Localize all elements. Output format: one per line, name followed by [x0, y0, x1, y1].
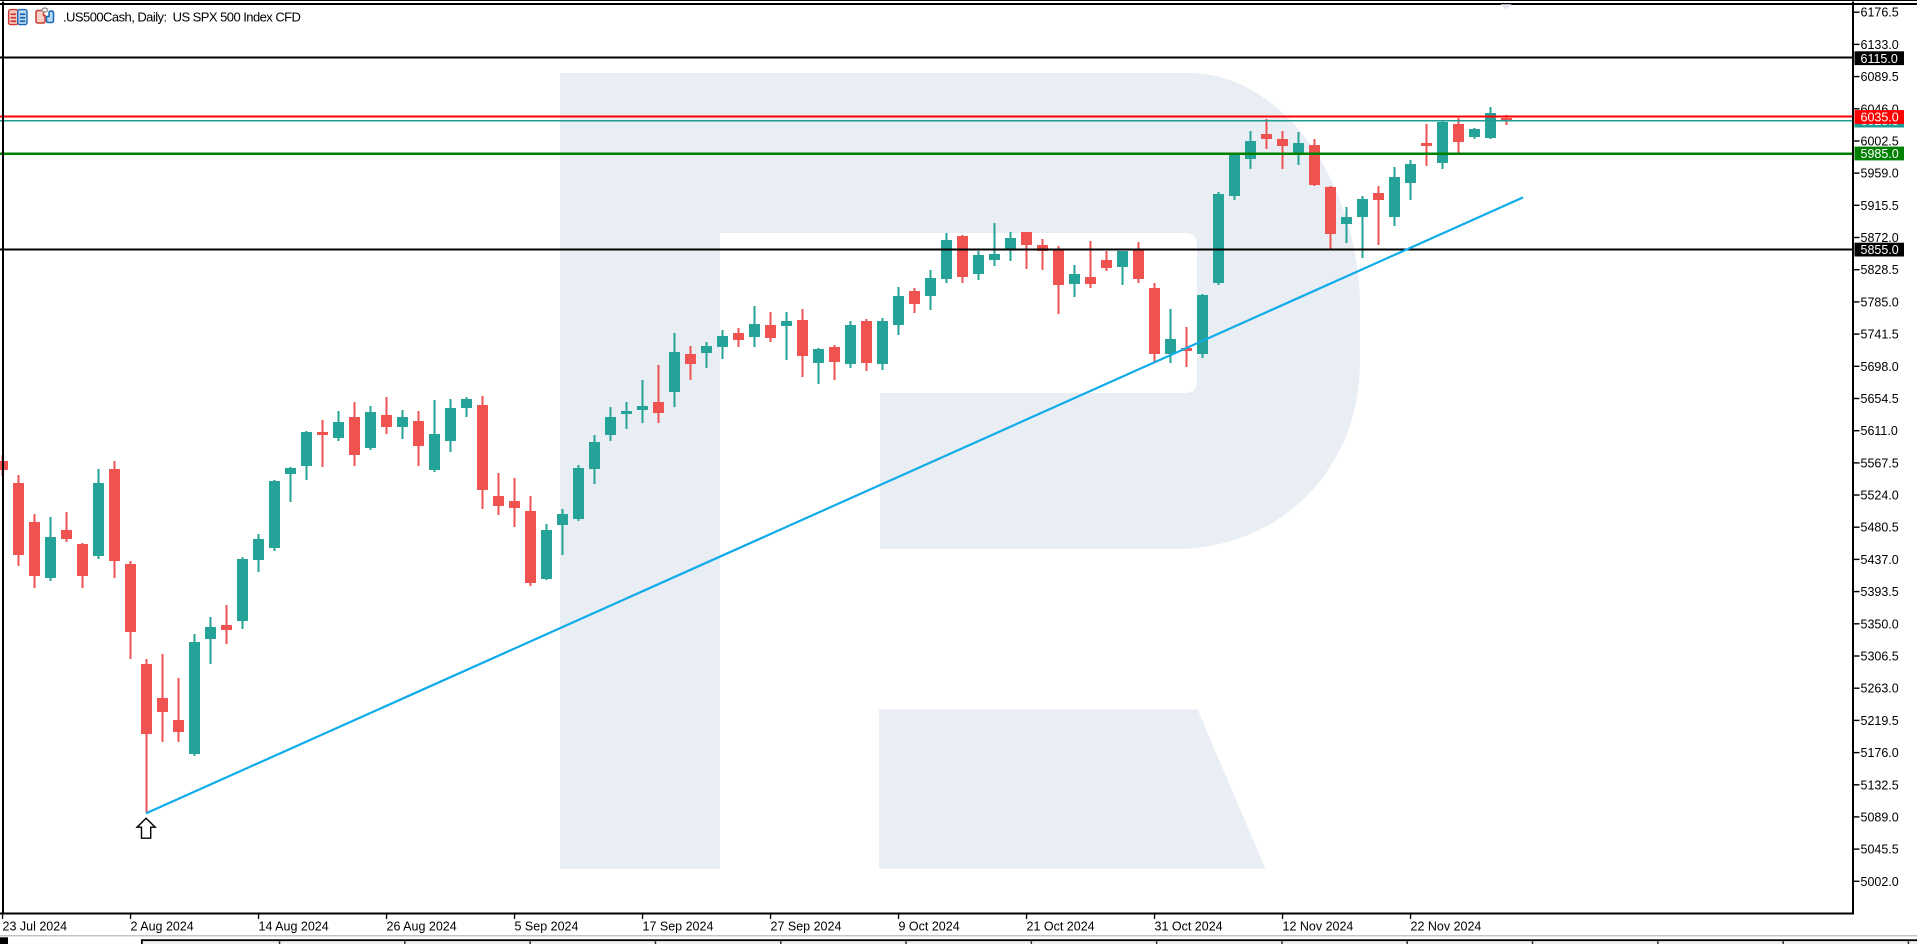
svg-text:5785.0: 5785.0: [1861, 295, 1899, 309]
svg-text:5698.0: 5698.0: [1861, 360, 1899, 374]
svg-text:5985.0: 5985.0: [1861, 147, 1899, 161]
svg-text:17 Sep 2024: 17 Sep 2024: [643, 920, 714, 934]
svg-text:14 Aug 2024: 14 Aug 2024: [259, 920, 329, 934]
svg-text:12 Nov 2024: 12 Nov 2024: [1283, 920, 1354, 934]
svg-text:27 Sep 2024: 27 Sep 2024: [771, 920, 842, 934]
svg-text:5915.5: 5915.5: [1861, 199, 1899, 213]
svg-text:5002.0: 5002.0: [1861, 875, 1899, 889]
svg-text:22 Nov 2024: 22 Nov 2024: [1411, 920, 1482, 934]
svg-text:5437.0: 5437.0: [1861, 553, 1899, 567]
svg-text:6002.5: 6002.5: [1861, 135, 1899, 149]
svg-text:5654.5: 5654.5: [1861, 392, 1899, 406]
svg-text:5872.0: 5872.0: [1861, 231, 1899, 245]
svg-text:5567.5: 5567.5: [1861, 456, 1899, 470]
svg-text:5393.5: 5393.5: [1861, 585, 1899, 599]
svg-text:5741.5: 5741.5: [1861, 328, 1899, 342]
svg-text:5350.0: 5350.0: [1861, 617, 1899, 631]
svg-text:5263.0: 5263.0: [1861, 682, 1899, 696]
svg-text:5855.0: 5855.0: [1861, 243, 1899, 257]
svg-text:2 Aug 2024: 2 Aug 2024: [131, 920, 194, 934]
svg-text:5 Sep 2024: 5 Sep 2024: [515, 920, 579, 934]
svg-text:.US500Cash, Daily: US SPX 500: .US500Cash, Daily: US SPX 500 Index CFD: [63, 10, 301, 25]
svg-text:6035.0: 6035.0: [1861, 111, 1899, 125]
svg-text:5219.5: 5219.5: [1861, 714, 1899, 728]
svg-text:6176.5: 6176.5: [1861, 6, 1899, 20]
svg-text:5828.5: 5828.5: [1861, 263, 1899, 277]
svg-text:5132.5: 5132.5: [1861, 778, 1899, 792]
svg-text:5306.5: 5306.5: [1861, 650, 1899, 664]
svg-text:9 Oct 2024: 9 Oct 2024: [899, 920, 960, 934]
svg-text:6115.0: 6115.0: [1861, 52, 1898, 66]
svg-text:26 Aug 2024: 26 Aug 2024: [387, 920, 457, 934]
svg-text:5045.5: 5045.5: [1861, 843, 1899, 857]
svg-text:5524.0: 5524.0: [1861, 489, 1899, 503]
svg-text:31 Oct 2024: 31 Oct 2024: [1155, 920, 1223, 934]
svg-text:5089.0: 5089.0: [1861, 811, 1899, 825]
svg-text:6133.0: 6133.0: [1861, 38, 1899, 52]
svg-text:5480.5: 5480.5: [1861, 521, 1899, 535]
svg-text:6089.5: 6089.5: [1861, 70, 1899, 84]
svg-text:5959.0: 5959.0: [1861, 167, 1899, 181]
svg-text:23 Jul 2024: 23 Jul 2024: [3, 920, 68, 934]
svg-text:5611.0: 5611.0: [1861, 424, 1898, 438]
svg-text:5176.0: 5176.0: [1861, 746, 1899, 760]
svg-text:21 Oct 2024: 21 Oct 2024: [1027, 920, 1095, 934]
